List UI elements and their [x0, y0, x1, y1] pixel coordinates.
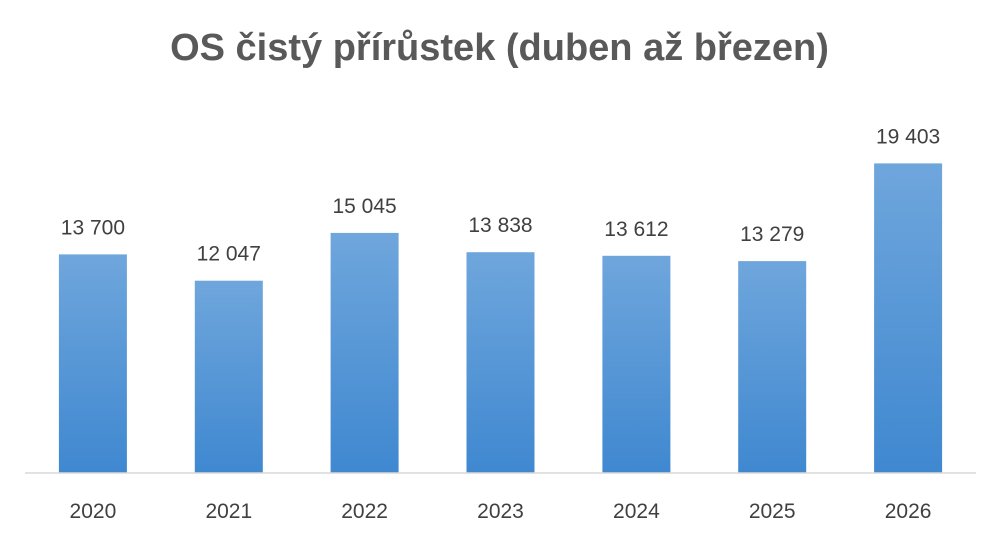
bars-layer — [58, 163, 943, 473]
data-labels-layer: 13 700 12 047 15 045 13 838 13 612 13 279 19 4… — [61, 125, 940, 265]
data-label-2025: 13 279 — [740, 223, 804, 246]
x-tick-label-2022: 2022 — [341, 500, 388, 523]
chart-title: OS čistý přírůstek (duben až březen) — [170, 27, 829, 69]
x-tick-label-2024: 2024 — [613, 500, 660, 523]
data-label-2020: 13 700 — [61, 216, 125, 239]
x-axis-ticks-layer: 2020 2021 2022 2023 2024 2025 2026 — [70, 500, 932, 523]
data-label-2024: 13 612 — [604, 218, 668, 241]
x-tick-label-2023: 2023 — [477, 500, 524, 523]
x-tick-label-2026: 2026 — [885, 500, 932, 523]
bar-2024 — [602, 255, 671, 473]
data-label-2023: 13 838 — [468, 214, 532, 237]
x-tick-label-2021: 2021 — [205, 500, 252, 523]
data-label-2022: 15 045 — [332, 195, 396, 218]
bar-2020 — [58, 254, 127, 473]
bar-2025 — [738, 261, 807, 473]
bar-2026 — [874, 163, 943, 473]
data-label-2021: 12 047 — [197, 243, 261, 266]
data-label-2026: 19 403 — [876, 125, 940, 148]
x-tick-label-2025: 2025 — [749, 500, 796, 523]
bar-2022 — [330, 232, 399, 473]
bar-2021 — [194, 280, 263, 473]
bar-2023 — [466, 252, 535, 473]
x-tick-label-2020: 2020 — [70, 500, 117, 523]
